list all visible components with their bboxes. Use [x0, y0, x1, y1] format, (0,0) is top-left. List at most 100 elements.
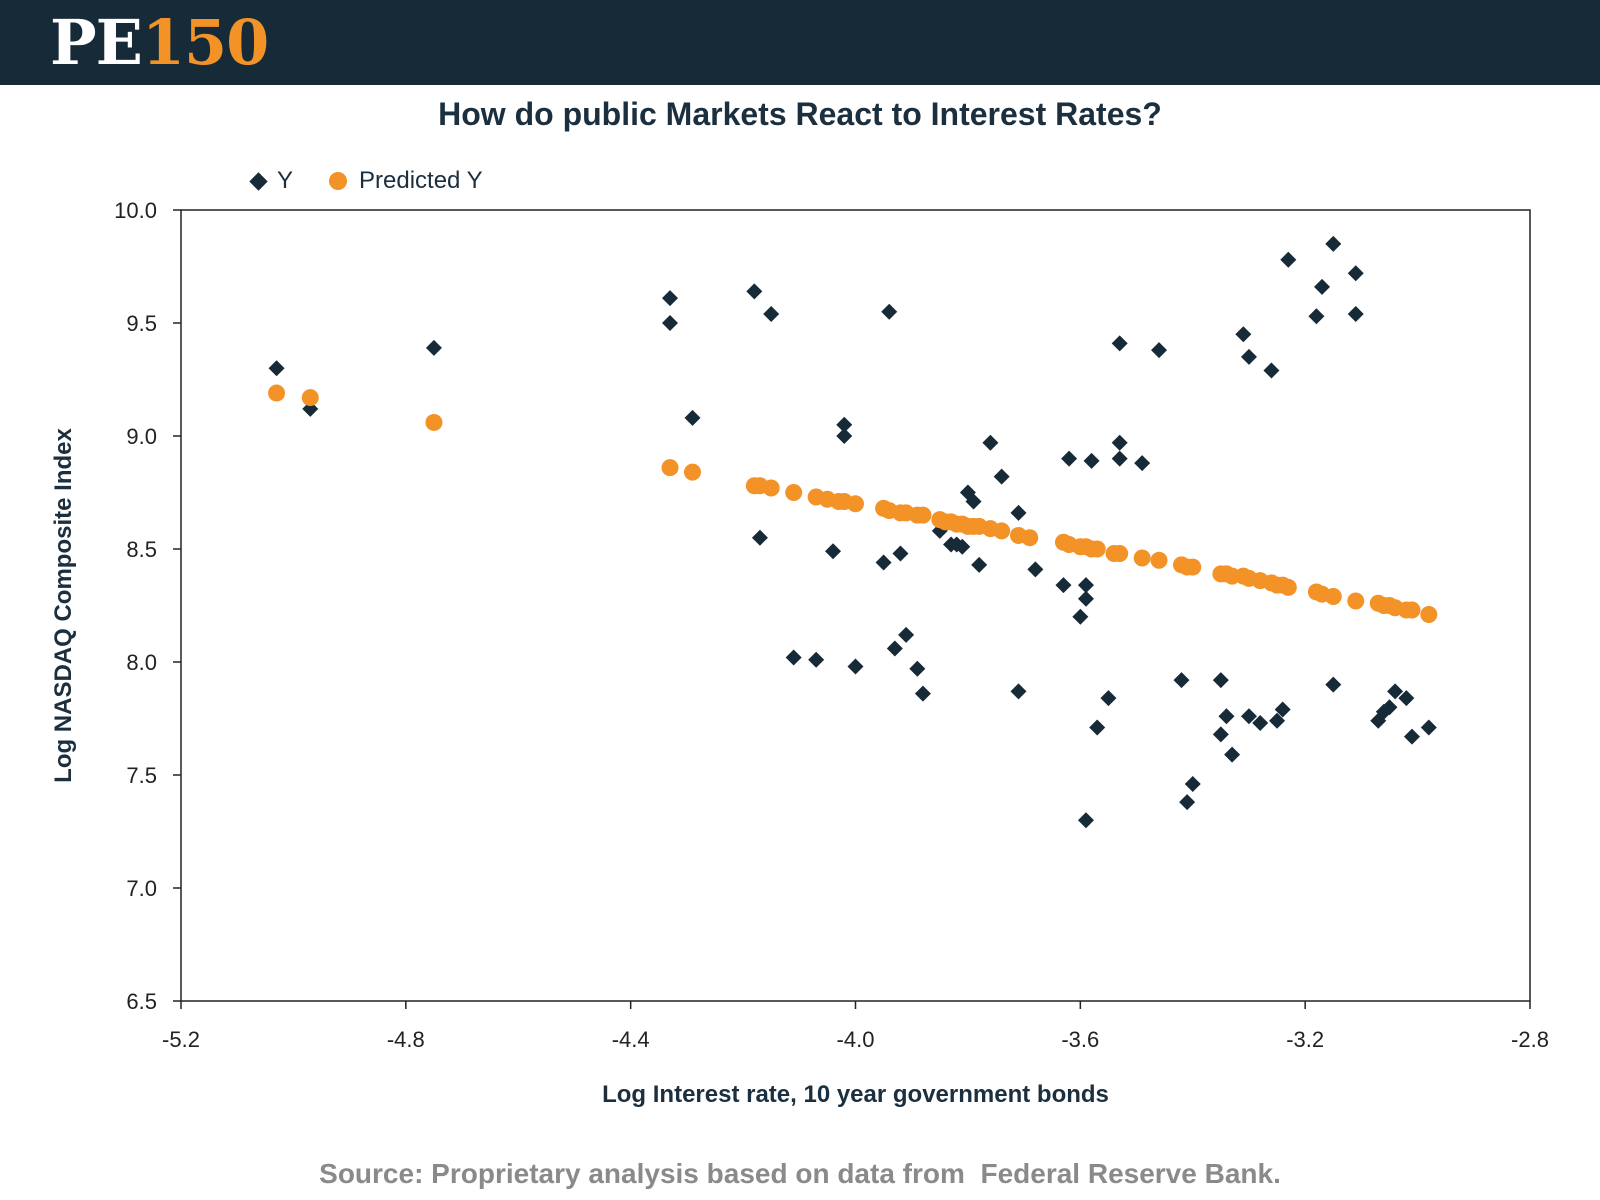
y-point — [662, 290, 679, 307]
y-point — [1347, 265, 1364, 282]
y-point — [1111, 434, 1128, 451]
y-point — [875, 554, 892, 571]
y-point — [1077, 577, 1094, 594]
source-note: Source: Proprietary analysis based on da… — [319, 1158, 1281, 1189]
series-y — [268, 235, 1437, 829]
y-point — [914, 685, 931, 702]
y-tick-label: 9.5 — [126, 311, 157, 336]
y-point — [836, 428, 853, 444]
pe150-logo: PE150 — [50, 4, 269, 82]
predicted-y-point — [847, 495, 864, 513]
y-point — [1077, 812, 1094, 829]
predicted-y-point — [914, 506, 932, 524]
predicted-y-point — [425, 413, 443, 431]
y-point — [898, 626, 915, 643]
predicted-y-point — [661, 459, 679, 477]
y-axis: 10.0 9.5 9.0 8.5 8.0 7.5 7.0 6.5 — [114, 198, 181, 1014]
y-point — [1235, 326, 1252, 343]
y-point — [892, 545, 909, 562]
y-point — [965, 493, 982, 510]
x-tick-label: -4.0 — [837, 1027, 875, 1052]
predicted-y-point — [268, 384, 286, 402]
y-point — [1111, 450, 1128, 467]
y-point — [1212, 672, 1229, 689]
y-axis-title: Log NASDAQ Composite Index — [50, 428, 77, 783]
predicted-y-point — [1420, 606, 1438, 624]
predicted-y-point — [1279, 578, 1297, 596]
y-point — [746, 283, 763, 300]
y-point — [1403, 728, 1420, 745]
x-axis: -5.2 -4.8 -4.4 -4.0 -3.6 -3.2 -2.8 — [162, 1001, 1549, 1052]
y-point — [785, 649, 802, 666]
predicted-y-point — [683, 463, 701, 481]
predicted-y-point — [993, 522, 1011, 540]
predicted-y-point — [1021, 529, 1039, 547]
logo-prefix: PE — [50, 6, 143, 79]
y-point — [836, 416, 853, 433]
x-tick-label: -3.2 — [1286, 1027, 1324, 1052]
y-point — [1010, 504, 1027, 521]
x-tick-label: -4.4 — [612, 1027, 650, 1052]
y-point — [1224, 746, 1241, 763]
y-tick-label: 10.0 — [114, 198, 157, 223]
y-point — [1055, 577, 1072, 594]
y-tick-label: 6.5 — [126, 989, 157, 1014]
y-point — [1173, 672, 1190, 689]
y-point — [1010, 683, 1027, 700]
predicted-y-point — [785, 484, 803, 501]
y-point — [1274, 701, 1291, 718]
y-point — [1077, 590, 1094, 607]
predicted-y-point — [1133, 549, 1151, 567]
y-point — [1240, 348, 1257, 365]
y-point — [1420, 719, 1437, 736]
y-point — [1100, 690, 1117, 707]
y-point — [763, 305, 780, 322]
chart-title: How do public Markets React to Interest … — [438, 96, 1162, 132]
legend-item-predicted-y: Predicted Y — [329, 167, 483, 195]
series-predicted-y — [268, 384, 1438, 624]
y-point — [909, 660, 926, 677]
y-tick-label: 8.0 — [126, 650, 157, 675]
plot-area-frame — [180, 209, 1531, 1002]
predicted-y-point — [1324, 587, 1342, 605]
y-point — [825, 543, 842, 560]
y-point — [993, 468, 1010, 485]
y-point — [1325, 676, 1342, 693]
legend-label-y: Y — [277, 167, 294, 194]
y-point — [954, 538, 971, 555]
y-point — [1089, 719, 1106, 736]
y-point — [751, 529, 768, 546]
y-point — [1381, 699, 1398, 716]
predicted-y-point — [762, 479, 780, 497]
y-point — [1151, 342, 1168, 359]
predicted-y-point — [1088, 540, 1106, 558]
y-tick-label: 8.5 — [126, 537, 157, 562]
y-point — [982, 434, 999, 451]
y-point — [1269, 712, 1286, 729]
y-point — [1218, 708, 1235, 725]
y-point — [1347, 305, 1364, 322]
y-point — [1184, 776, 1201, 793]
y-point — [1387, 683, 1404, 700]
y-point — [808, 651, 825, 668]
predicted-y-point — [1184, 558, 1202, 576]
y-point — [268, 360, 285, 377]
y-point — [1308, 308, 1325, 325]
y-point — [1398, 690, 1415, 707]
y-tick-label: 7.0 — [126, 876, 157, 901]
predicted-y-point — [1347, 592, 1365, 610]
y-point — [1325, 235, 1342, 252]
x-tick-label: -4.8 — [387, 1027, 425, 1052]
y-point — [1027, 561, 1044, 578]
legend-item-y: Y — [249, 167, 294, 195]
y-point — [1252, 715, 1269, 732]
predicted-y-point — [1403, 601, 1421, 619]
y-point — [1061, 450, 1078, 467]
y-point — [847, 658, 864, 675]
y-point — [886, 640, 903, 657]
predicted-y-point — [1150, 551, 1168, 569]
y-point — [425, 339, 442, 356]
y-point — [1083, 452, 1100, 469]
y-point — [1134, 455, 1151, 472]
x-tick-label: -2.8 — [1511, 1027, 1549, 1052]
